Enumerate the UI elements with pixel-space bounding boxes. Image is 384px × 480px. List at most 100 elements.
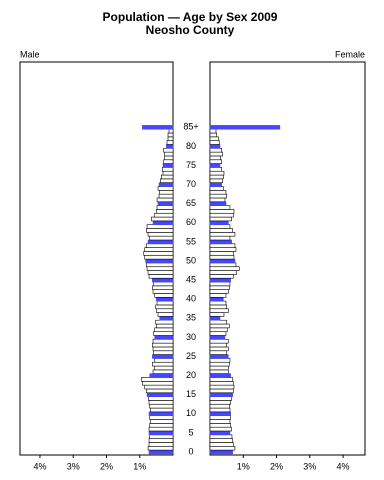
bar <box>152 220 174 226</box>
bar <box>168 128 174 134</box>
bar <box>142 381 174 386</box>
bar <box>209 235 231 241</box>
bar <box>156 209 174 214</box>
bar <box>209 136 219 141</box>
bar <box>209 415 231 420</box>
bar <box>154 365 174 371</box>
bar <box>164 151 174 157</box>
bar <box>162 163 174 168</box>
bar <box>146 243 174 248</box>
bar <box>159 190 174 195</box>
bar <box>158 193 174 199</box>
bar <box>209 423 231 428</box>
bar <box>209 449 233 455</box>
bar <box>209 438 233 443</box>
bar <box>154 335 174 340</box>
bar <box>209 270 237 275</box>
x-tick-label: 2% <box>100 461 113 471</box>
bar <box>146 392 174 397</box>
bar <box>209 369 229 374</box>
bar <box>209 350 227 355</box>
x-tick-label: 2% <box>270 461 283 471</box>
bar <box>209 323 230 329</box>
bar <box>209 128 217 134</box>
bar <box>209 400 231 405</box>
bar <box>147 239 174 245</box>
bar <box>209 151 223 157</box>
bar <box>209 220 229 226</box>
age-label: 40 <box>186 294 196 304</box>
bar <box>153 281 174 287</box>
bar <box>209 316 221 321</box>
bar <box>152 339 174 344</box>
bar <box>166 140 174 145</box>
x-tick-label: 4% <box>337 461 350 471</box>
x-tick-label: 1% <box>237 461 250 471</box>
bar <box>209 182 222 187</box>
chart-title: Population — Age by Sex 2009 <box>103 10 278 24</box>
bar <box>154 358 174 363</box>
bar <box>148 442 174 447</box>
bar <box>209 277 231 283</box>
bar <box>209 426 232 432</box>
bar <box>209 281 231 287</box>
age-label: 70 <box>186 179 196 189</box>
bar <box>209 365 229 371</box>
bar <box>152 285 174 290</box>
bar <box>209 243 236 248</box>
bar <box>167 136 174 141</box>
bar <box>148 411 174 417</box>
bar <box>150 419 174 424</box>
bar <box>209 228 233 233</box>
bar <box>149 434 174 439</box>
bar <box>209 312 225 317</box>
bar <box>209 144 221 149</box>
bar <box>209 396 232 401</box>
bar <box>146 388 174 394</box>
bar <box>154 212 174 218</box>
bar <box>209 319 227 325</box>
bar <box>153 331 174 336</box>
bar <box>149 403 174 409</box>
bar <box>209 201 227 206</box>
bar <box>152 342 174 348</box>
bar <box>209 411 231 417</box>
bar <box>155 319 174 325</box>
age-label: 25 <box>186 351 196 361</box>
bar <box>148 430 174 436</box>
bar <box>209 407 231 413</box>
bar <box>209 384 235 390</box>
bar <box>209 212 234 218</box>
bar <box>209 377 233 382</box>
age-label: 35 <box>186 313 196 323</box>
bar <box>156 296 174 302</box>
bar <box>209 388 234 394</box>
bar <box>209 148 222 153</box>
bar <box>209 193 227 199</box>
bar <box>209 300 227 306</box>
bar <box>209 178 223 183</box>
bar <box>209 216 232 222</box>
bar <box>152 354 174 359</box>
bar <box>209 381 234 386</box>
bar <box>152 289 174 294</box>
bar <box>156 323 174 329</box>
bar <box>209 358 231 363</box>
bar <box>143 251 174 256</box>
bar <box>152 346 174 352</box>
bar <box>209 163 221 168</box>
bar <box>156 205 174 210</box>
age-label: 55 <box>186 236 196 246</box>
bar <box>209 159 222 164</box>
bar <box>156 300 174 306</box>
x-tick-label: 4% <box>33 461 46 471</box>
bar <box>144 384 174 390</box>
bar <box>209 258 236 264</box>
age-label: 0 <box>188 446 193 456</box>
bar <box>209 445 236 451</box>
age-label: 75 <box>186 160 196 170</box>
bar <box>209 430 231 436</box>
bar <box>149 235 174 241</box>
age-label: 5 <box>188 427 193 437</box>
